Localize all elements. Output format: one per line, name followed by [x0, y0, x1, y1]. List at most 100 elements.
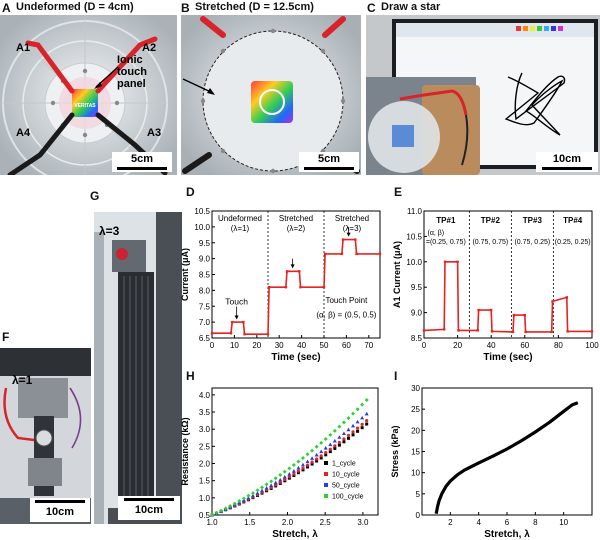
data-point-100_cycle	[328, 432, 333, 437]
x-axis-label: Time (sec)	[483, 352, 532, 363]
x-tick-label: 2.5	[320, 518, 332, 527]
data-point	[457, 329, 460, 332]
y-tick-label: 8.5	[411, 334, 423, 343]
data-point-100_cycle	[310, 448, 315, 453]
data-point-50_cycle	[264, 486, 269, 490]
panel-a-title: Undeformed (D = 4cm)	[16, 1, 134, 13]
data-point	[299, 286, 302, 289]
arrow-head	[234, 315, 239, 320]
ionic-touch-panel-callout: Ionic touch panel	[117, 54, 147, 90]
scale-bar-g: 10cm	[118, 496, 180, 520]
chart-stress-vs-stretch: I 2 4 6 8 10 0 5 10 15 20 25 30 Stretch, λ Stress (kPa…	[390, 369, 593, 540]
electrode-label-a3: A3	[147, 127, 162, 139]
y-tick-label: 25	[411, 405, 420, 414]
a1-current-series	[423, 261, 592, 333]
legend-label-100_cycle: 100_cycle	[332, 494, 364, 501]
data-point	[378, 252, 382, 256]
data-point-50_cycle	[282, 474, 287, 479]
data-point-50_cycle	[337, 435, 342, 439]
data-point-10_cycle	[296, 469, 301, 473]
alpha-beta-label: (α, β)	[428, 230, 445, 237]
current-series	[212, 238, 380, 335]
scale-bar-f: 10cm	[30, 498, 90, 522]
touch-point-title: TP#2	[481, 216, 501, 225]
x-tick-label: 4	[476, 518, 481, 527]
x-tick-label: 0	[210, 341, 215, 350]
data-point-10_cycle	[342, 437, 346, 441]
arrow-head	[290, 264, 295, 269]
data-point-100_cycle	[241, 496, 246, 501]
legend-label-1_cycle: 1_cycle	[332, 461, 356, 468]
segment-lambda: (λ=2)	[287, 224, 306, 233]
data-point	[242, 320, 245, 324]
x-tick-label: 1.0	[206, 518, 218, 527]
chart-a1-current: E 0 20 40 60 80 100 8.5 9.0 9.5 10.0 10.5 11.0 Time (…	[392, 185, 599, 363]
data-point-100_cycle	[269, 479, 274, 484]
data-point	[298, 270, 301, 273]
plot-frame	[421, 387, 593, 516]
x-tick-label: 70	[364, 341, 373, 350]
data-point-100_cycle	[323, 436, 328, 441]
y-tick-label: 7.5	[199, 302, 211, 311]
data-point-100_cycle	[291, 463, 296, 468]
data-point-10_cycle	[292, 472, 296, 476]
data-point-50_cycle	[323, 446, 328, 450]
data-point-1_cycle	[315, 459, 319, 463]
scale-bar-a: 5cm	[112, 152, 172, 172]
data-point	[354, 238, 357, 241]
data-point-1_cycle	[328, 450, 332, 454]
data-point	[512, 313, 516, 317]
scale-bar-f-line	[35, 500, 85, 503]
touch-point-coords: (0.75, 0.75)	[472, 239, 508, 246]
touch-point-title: TP#3	[523, 216, 543, 225]
electrode-label-a4: A4	[16, 127, 31, 139]
touch-point-title: TP#1	[436, 216, 456, 225]
data-point	[490, 330, 494, 333]
y-tick-label: 20	[411, 426, 420, 435]
data-point	[551, 300, 554, 303]
y-tick-label: 1.5	[199, 477, 211, 486]
data-point-100_cycle	[355, 407, 360, 412]
y-tick-label: 15	[411, 448, 420, 457]
x-tick-label: 20	[252, 341, 261, 350]
data-point-10_cycle	[315, 457, 319, 461]
electrode-label-a1: A1	[16, 42, 31, 54]
y-tick-label: 4.0	[199, 391, 211, 400]
data-point	[456, 260, 459, 263]
arrow-head	[346, 232, 351, 237]
data-point-1_cycle	[342, 440, 346, 444]
data-point	[523, 313, 526, 317]
x-tick-label: 8	[533, 518, 538, 527]
data-point-100_cycle	[296, 459, 301, 464]
panel-letter-b: B	[181, 1, 190, 15]
touch-point-coords: (0.75, 0.25)	[514, 239, 550, 246]
data-point-10_cycle	[365, 419, 369, 423]
x-tick-label: 50	[320, 341, 329, 350]
data-point-50_cycle	[296, 465, 301, 470]
data-point-50_cycle	[346, 427, 351, 432]
data-point	[341, 238, 345, 241]
data-point	[266, 332, 270, 336]
scale-bar-f-label: 10cm	[45, 506, 75, 518]
photo-tensile-stretched: λ=3 10cm	[94, 212, 182, 524]
y-tick-label: 8.5	[199, 271, 211, 280]
stress-curve	[434, 401, 579, 515]
data-point	[524, 330, 527, 334]
data-point-100_cycle	[319, 440, 324, 445]
segment-title: Stretched	[279, 214, 313, 223]
scale-bar-c: 10cm	[536, 152, 598, 172]
photo-stretched-panel: 5cm	[181, 15, 361, 175]
data-point-1_cycle	[351, 433, 355, 437]
scale-bar-b: 5cm	[299, 152, 359, 172]
data-point-1_cycle	[310, 462, 314, 466]
data-point-100_cycle	[282, 469, 287, 474]
logo-text: VERITAS	[74, 103, 96, 109]
data-point	[550, 330, 553, 334]
legend-marker-100_cycle	[324, 494, 328, 498]
data-point-50_cycle	[255, 491, 260, 495]
data-point-1_cycle	[324, 453, 328, 457]
data-point	[210, 332, 214, 335]
data-point-10_cycle	[351, 430, 355, 434]
data-point-1_cycle	[337, 443, 341, 447]
data-point-100_cycle	[332, 428, 337, 433]
